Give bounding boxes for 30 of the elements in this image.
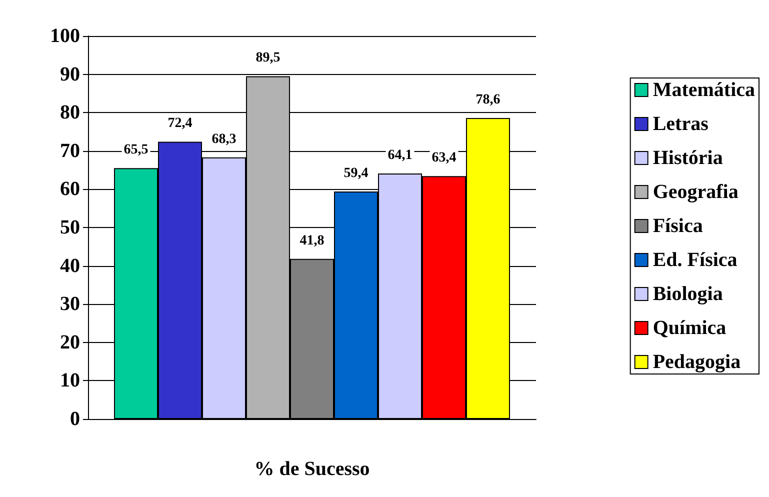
legend-label: Geografia	[652, 181, 738, 203]
data-label: 65,5	[124, 142, 148, 158]
y-tick-label: 20	[60, 331, 80, 354]
data-label: 59,4	[344, 166, 368, 181]
data-label: 78,6	[476, 92, 500, 108]
legend-label: Ed. Física	[652, 249, 738, 271]
y-tick-label: 0	[70, 408, 80, 430]
data-label: 64,1	[388, 148, 412, 163]
y-tick-label: 50	[60, 216, 80, 238]
y-tick-label: 100	[50, 25, 80, 47]
legend-label: Física	[652, 215, 703, 237]
data-label: 63,4	[432, 150, 456, 166]
y-tick-label: 70	[60, 140, 80, 162]
data-label: 89,5	[256, 50, 280, 66]
y-tick-label: 30	[60, 293, 80, 316]
y-tick-label: 60	[60, 178, 80, 200]
legend-label: Biologia	[652, 283, 723, 305]
legend-label: Química	[652, 317, 726, 339]
data-label: 41,8	[300, 233, 324, 248]
x-tick-label: % de Sucesso	[254, 458, 370, 480]
legend-label: Letras	[652, 113, 709, 135]
data-label: 72,4	[168, 116, 192, 132]
y-tick-label: 40	[60, 254, 80, 277]
data-label: 68,3	[212, 132, 236, 147]
legend-label: Pedagogia	[652, 351, 741, 373]
y-tick-label: 90	[60, 63, 80, 86]
legend-label: Matemática	[652, 79, 756, 101]
legend-label: História	[652, 147, 723, 169]
y-tick-label: 10	[60, 370, 80, 392]
y-tick-label: 80	[60, 102, 80, 124]
